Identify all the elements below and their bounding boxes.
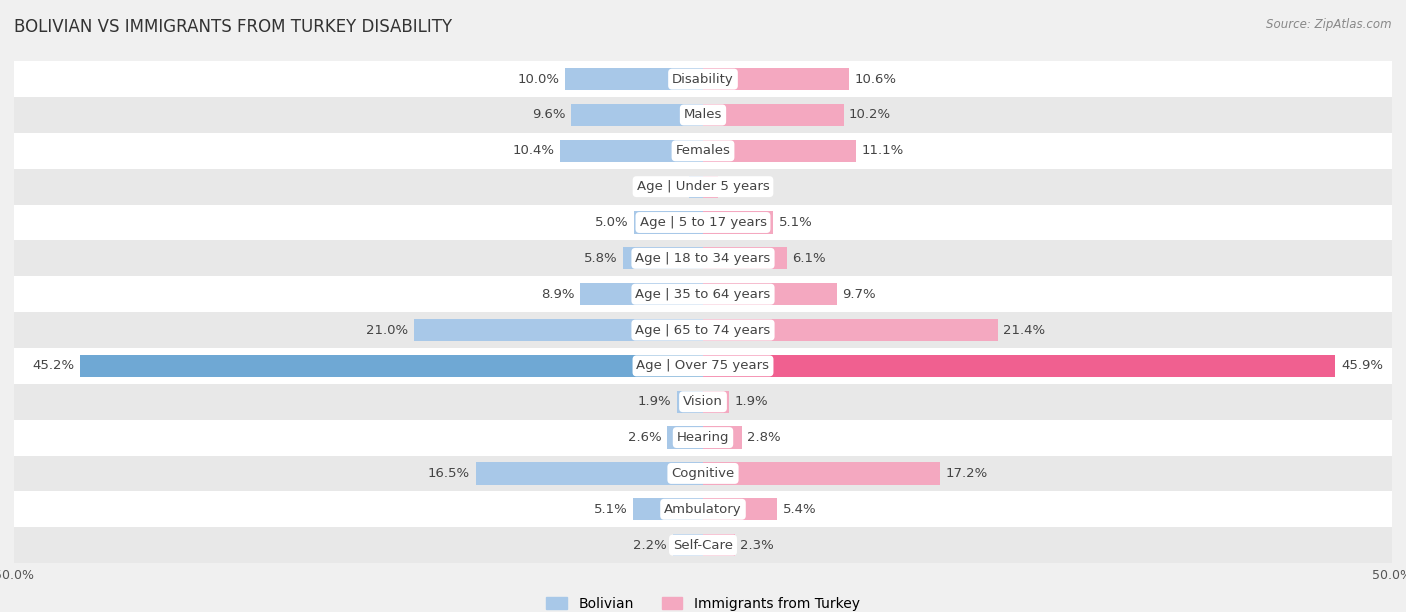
Text: 10.0%: 10.0%	[517, 73, 560, 86]
Text: 6.1%: 6.1%	[793, 252, 827, 265]
Text: 1.0%: 1.0%	[650, 180, 683, 193]
Bar	[672, 534, 703, 556]
Text: 1.9%: 1.9%	[735, 395, 768, 408]
Bar	[703, 247, 787, 269]
Bar	[475, 462, 703, 485]
Text: 5.1%: 5.1%	[779, 216, 813, 229]
Text: 45.2%: 45.2%	[32, 359, 75, 372]
Bar	[689, 176, 703, 198]
Text: 2.8%: 2.8%	[747, 431, 780, 444]
Bar	[80, 355, 703, 377]
Text: Source: ZipAtlas.com: Source: ZipAtlas.com	[1267, 18, 1392, 31]
Bar	[703, 462, 941, 485]
Text: 17.2%: 17.2%	[945, 467, 988, 480]
Bar	[703, 211, 773, 234]
Bar	[703, 68, 849, 90]
Bar	[703, 427, 741, 449]
Text: BOLIVIAN VS IMMIGRANTS FROM TURKEY DISABILITY: BOLIVIAN VS IMMIGRANTS FROM TURKEY DISAB…	[14, 18, 453, 36]
Text: 9.6%: 9.6%	[531, 108, 565, 121]
Bar	[668, 427, 703, 449]
Text: Hearing: Hearing	[676, 431, 730, 444]
Text: Age | Under 5 years: Age | Under 5 years	[637, 180, 769, 193]
Text: Age | 18 to 34 years: Age | 18 to 34 years	[636, 252, 770, 265]
Text: Age | 35 to 64 years: Age | 35 to 64 years	[636, 288, 770, 300]
Text: 1.9%: 1.9%	[638, 395, 671, 408]
Bar	[634, 211, 703, 234]
Text: Females: Females	[675, 144, 731, 157]
Bar	[14, 169, 1392, 204]
Bar	[560, 140, 703, 162]
Bar	[413, 319, 703, 341]
Bar	[14, 133, 1392, 169]
Text: 45.9%: 45.9%	[1341, 359, 1384, 372]
Text: 2.2%: 2.2%	[634, 539, 668, 551]
Text: 21.4%: 21.4%	[1004, 324, 1046, 337]
Text: 10.6%: 10.6%	[855, 73, 897, 86]
Bar	[14, 204, 1392, 241]
Bar	[14, 384, 1392, 420]
Bar	[703, 534, 735, 556]
Bar	[703, 355, 1336, 377]
Text: 10.4%: 10.4%	[512, 144, 554, 157]
Legend: Bolivian, Immigrants from Turkey: Bolivian, Immigrants from Turkey	[541, 591, 865, 612]
Text: 10.2%: 10.2%	[849, 108, 891, 121]
Bar	[14, 491, 1392, 527]
Text: Self-Care: Self-Care	[673, 539, 733, 551]
Text: Vision: Vision	[683, 395, 723, 408]
Text: Disability: Disability	[672, 73, 734, 86]
Text: Age | Over 75 years: Age | Over 75 years	[637, 359, 769, 372]
Text: Cognitive: Cognitive	[672, 467, 734, 480]
Text: 2.6%: 2.6%	[628, 431, 662, 444]
Text: 21.0%: 21.0%	[366, 324, 408, 337]
Bar	[703, 104, 844, 126]
Bar	[14, 420, 1392, 455]
Bar	[703, 283, 837, 305]
Bar	[14, 241, 1392, 276]
Text: Age | 5 to 17 years: Age | 5 to 17 years	[640, 216, 766, 229]
Bar	[581, 283, 703, 305]
Bar	[14, 276, 1392, 312]
Text: 9.7%: 9.7%	[842, 288, 876, 300]
Bar	[14, 312, 1392, 348]
Bar	[14, 455, 1392, 491]
Bar	[623, 247, 703, 269]
Bar	[703, 498, 778, 520]
Text: 5.8%: 5.8%	[583, 252, 617, 265]
Bar	[571, 104, 703, 126]
Text: Males: Males	[683, 108, 723, 121]
Bar	[703, 319, 998, 341]
Bar	[676, 390, 703, 413]
Text: 2.3%: 2.3%	[740, 539, 773, 551]
Text: 16.5%: 16.5%	[427, 467, 470, 480]
Bar	[14, 348, 1392, 384]
Text: 5.4%: 5.4%	[783, 503, 817, 516]
Text: Ambulatory: Ambulatory	[664, 503, 742, 516]
Bar	[703, 176, 718, 198]
Bar	[633, 498, 703, 520]
Text: 5.0%: 5.0%	[595, 216, 628, 229]
Bar	[565, 68, 703, 90]
Bar	[14, 97, 1392, 133]
Text: 11.1%: 11.1%	[862, 144, 904, 157]
Text: 8.9%: 8.9%	[541, 288, 575, 300]
Bar	[14, 61, 1392, 97]
Text: Age | 65 to 74 years: Age | 65 to 74 years	[636, 324, 770, 337]
Bar	[703, 140, 856, 162]
Bar	[703, 390, 730, 413]
Text: 1.1%: 1.1%	[724, 180, 758, 193]
Bar	[14, 527, 1392, 563]
Text: 5.1%: 5.1%	[593, 503, 627, 516]
